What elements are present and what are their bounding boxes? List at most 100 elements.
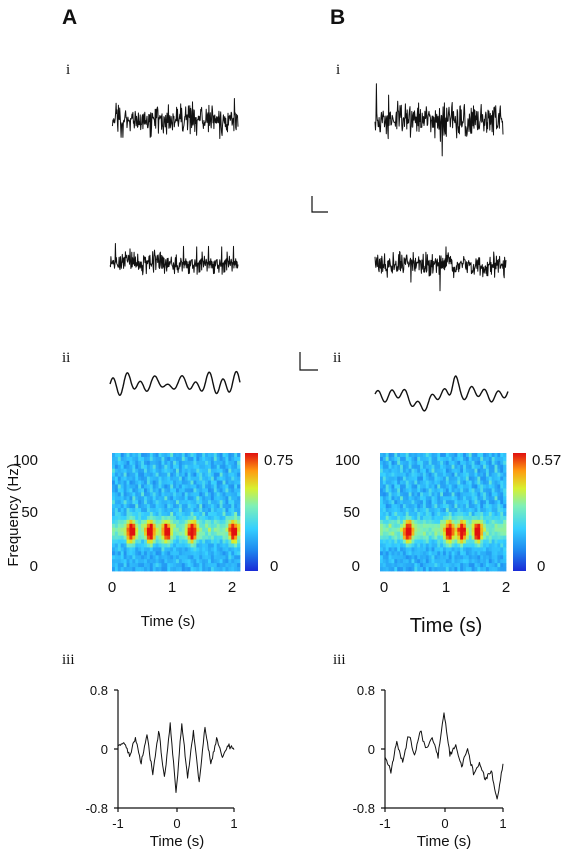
spec-a-cell — [155, 468, 159, 474]
spec-b-cell — [380, 484, 384, 489]
spec-a-cell — [170, 500, 174, 505]
spec-b-cell — [397, 527, 401, 533]
spec-b-cell — [503, 559, 507, 564]
spec-b-cell — [463, 567, 467, 572]
spec-b-cell — [480, 519, 484, 525]
spec-b-cell — [402, 488, 407, 493]
spec-b-cell — [474, 515, 478, 521]
spec-b-cell — [497, 500, 501, 505]
spec-a-cell — [219, 543, 223, 548]
spec-b-cell — [485, 523, 490, 529]
spec-a-cell — [120, 551, 125, 556]
spec-b-cell — [497, 504, 501, 509]
spec-b-cell — [477, 523, 481, 529]
spec-b-cell — [440, 468, 444, 474]
spec-a-cell — [164, 519, 168, 525]
spec-b-cell — [503, 476, 507, 481]
spec-a-cell — [205, 488, 209, 493]
spec-a-cell — [117, 464, 122, 470]
spec-a-cell — [216, 472, 221, 477]
spec-a-cell — [120, 523, 125, 529]
spec-a-cell — [210, 567, 215, 572]
spec-a-cell — [112, 559, 116, 564]
spec-a-cell — [167, 531, 171, 536]
spec-a-cell — [231, 456, 235, 462]
spec-a-cell — [114, 468, 119, 474]
spec-a-cell — [213, 488, 218, 493]
spec-b-cell — [411, 456, 415, 462]
spec-a-cell — [205, 480, 209, 485]
spec-b-cell — [431, 508, 435, 513]
spec-a-cell — [193, 488, 197, 493]
spec-a-cell — [141, 500, 145, 505]
spec-b-cell — [428, 504, 432, 509]
spec-a-cell — [196, 567, 200, 572]
spec-a-cell — [117, 508, 122, 513]
spec-b-cell — [448, 480, 452, 485]
spec-b-cell — [434, 519, 438, 525]
spec-b-cell — [402, 519, 407, 525]
spec-a-cell — [152, 527, 157, 533]
spec-a-cell — [184, 547, 189, 552]
spec-a-cell — [187, 508, 191, 513]
spec-a-cell — [193, 496, 197, 501]
spec-b-cell — [468, 563, 473, 568]
spec-b-cell — [500, 512, 504, 517]
spec-a-cell — [208, 523, 212, 529]
spec-b-cell — [485, 543, 490, 548]
spec-a-cell — [202, 543, 206, 548]
spec-b-cell — [428, 547, 432, 552]
spec-a-cell — [155, 515, 159, 521]
spec-a-cell — [155, 480, 159, 485]
spec-b-cell — [431, 519, 435, 525]
spec-b-cell — [440, 484, 444, 489]
spec-a-cell — [205, 531, 209, 536]
spec-b-cell — [445, 535, 450, 540]
spec-b-cell — [443, 512, 447, 517]
spec-a-cell — [176, 496, 180, 501]
spec-b-cell — [391, 543, 395, 548]
spec-a-cell — [141, 504, 145, 509]
spec-a-cell — [210, 527, 215, 533]
spec-b-cell — [391, 523, 395, 529]
spec-b-cell — [468, 476, 473, 481]
spec-b-cell — [463, 543, 467, 548]
spec-b-cell — [454, 559, 458, 564]
spec-b-cell — [385, 453, 389, 458]
spec-a-cell — [138, 523, 142, 529]
spec-a-cell — [237, 515, 241, 521]
spec-b-cell — [408, 555, 412, 560]
spec-a-cell — [112, 456, 116, 462]
spec-b-cell — [448, 472, 452, 477]
spec-a-cell — [213, 468, 218, 474]
colorbar-b-min: 0 — [537, 558, 545, 575]
spec-a-cell — [176, 555, 180, 560]
spec-b-cell — [388, 551, 392, 556]
spec-a-cell — [135, 464, 139, 470]
spec-a-cell — [205, 539, 209, 544]
spec-b-cell — [397, 472, 401, 477]
spec-a-cell — [231, 508, 235, 513]
spec-a-cell — [205, 504, 209, 509]
spec-b-cell — [420, 504, 424, 509]
spec-a-cell — [123, 512, 127, 517]
spec-b-cell — [480, 488, 484, 493]
spec-b-cell — [388, 496, 392, 501]
spec-b-cell — [411, 468, 415, 474]
spec-b-cell — [434, 472, 438, 477]
spec-b-cell — [440, 527, 444, 533]
spec-b-cell — [402, 460, 407, 466]
spec-b-cell — [491, 519, 495, 525]
spec-b-cell — [388, 519, 392, 525]
spec-b-cell — [471, 547, 475, 552]
spec-b-cell — [460, 551, 464, 556]
spec-b-cell — [380, 515, 384, 521]
spec-a-cell — [196, 480, 200, 485]
spec-b-cell — [397, 512, 401, 517]
spec-a-cell — [173, 547, 177, 552]
spec-b-cell — [488, 551, 493, 556]
spec-b-cell — [420, 543, 424, 548]
spec-a-cell — [228, 535, 232, 540]
spec-b-cell — [437, 464, 441, 470]
spec-a-cell — [123, 559, 127, 564]
